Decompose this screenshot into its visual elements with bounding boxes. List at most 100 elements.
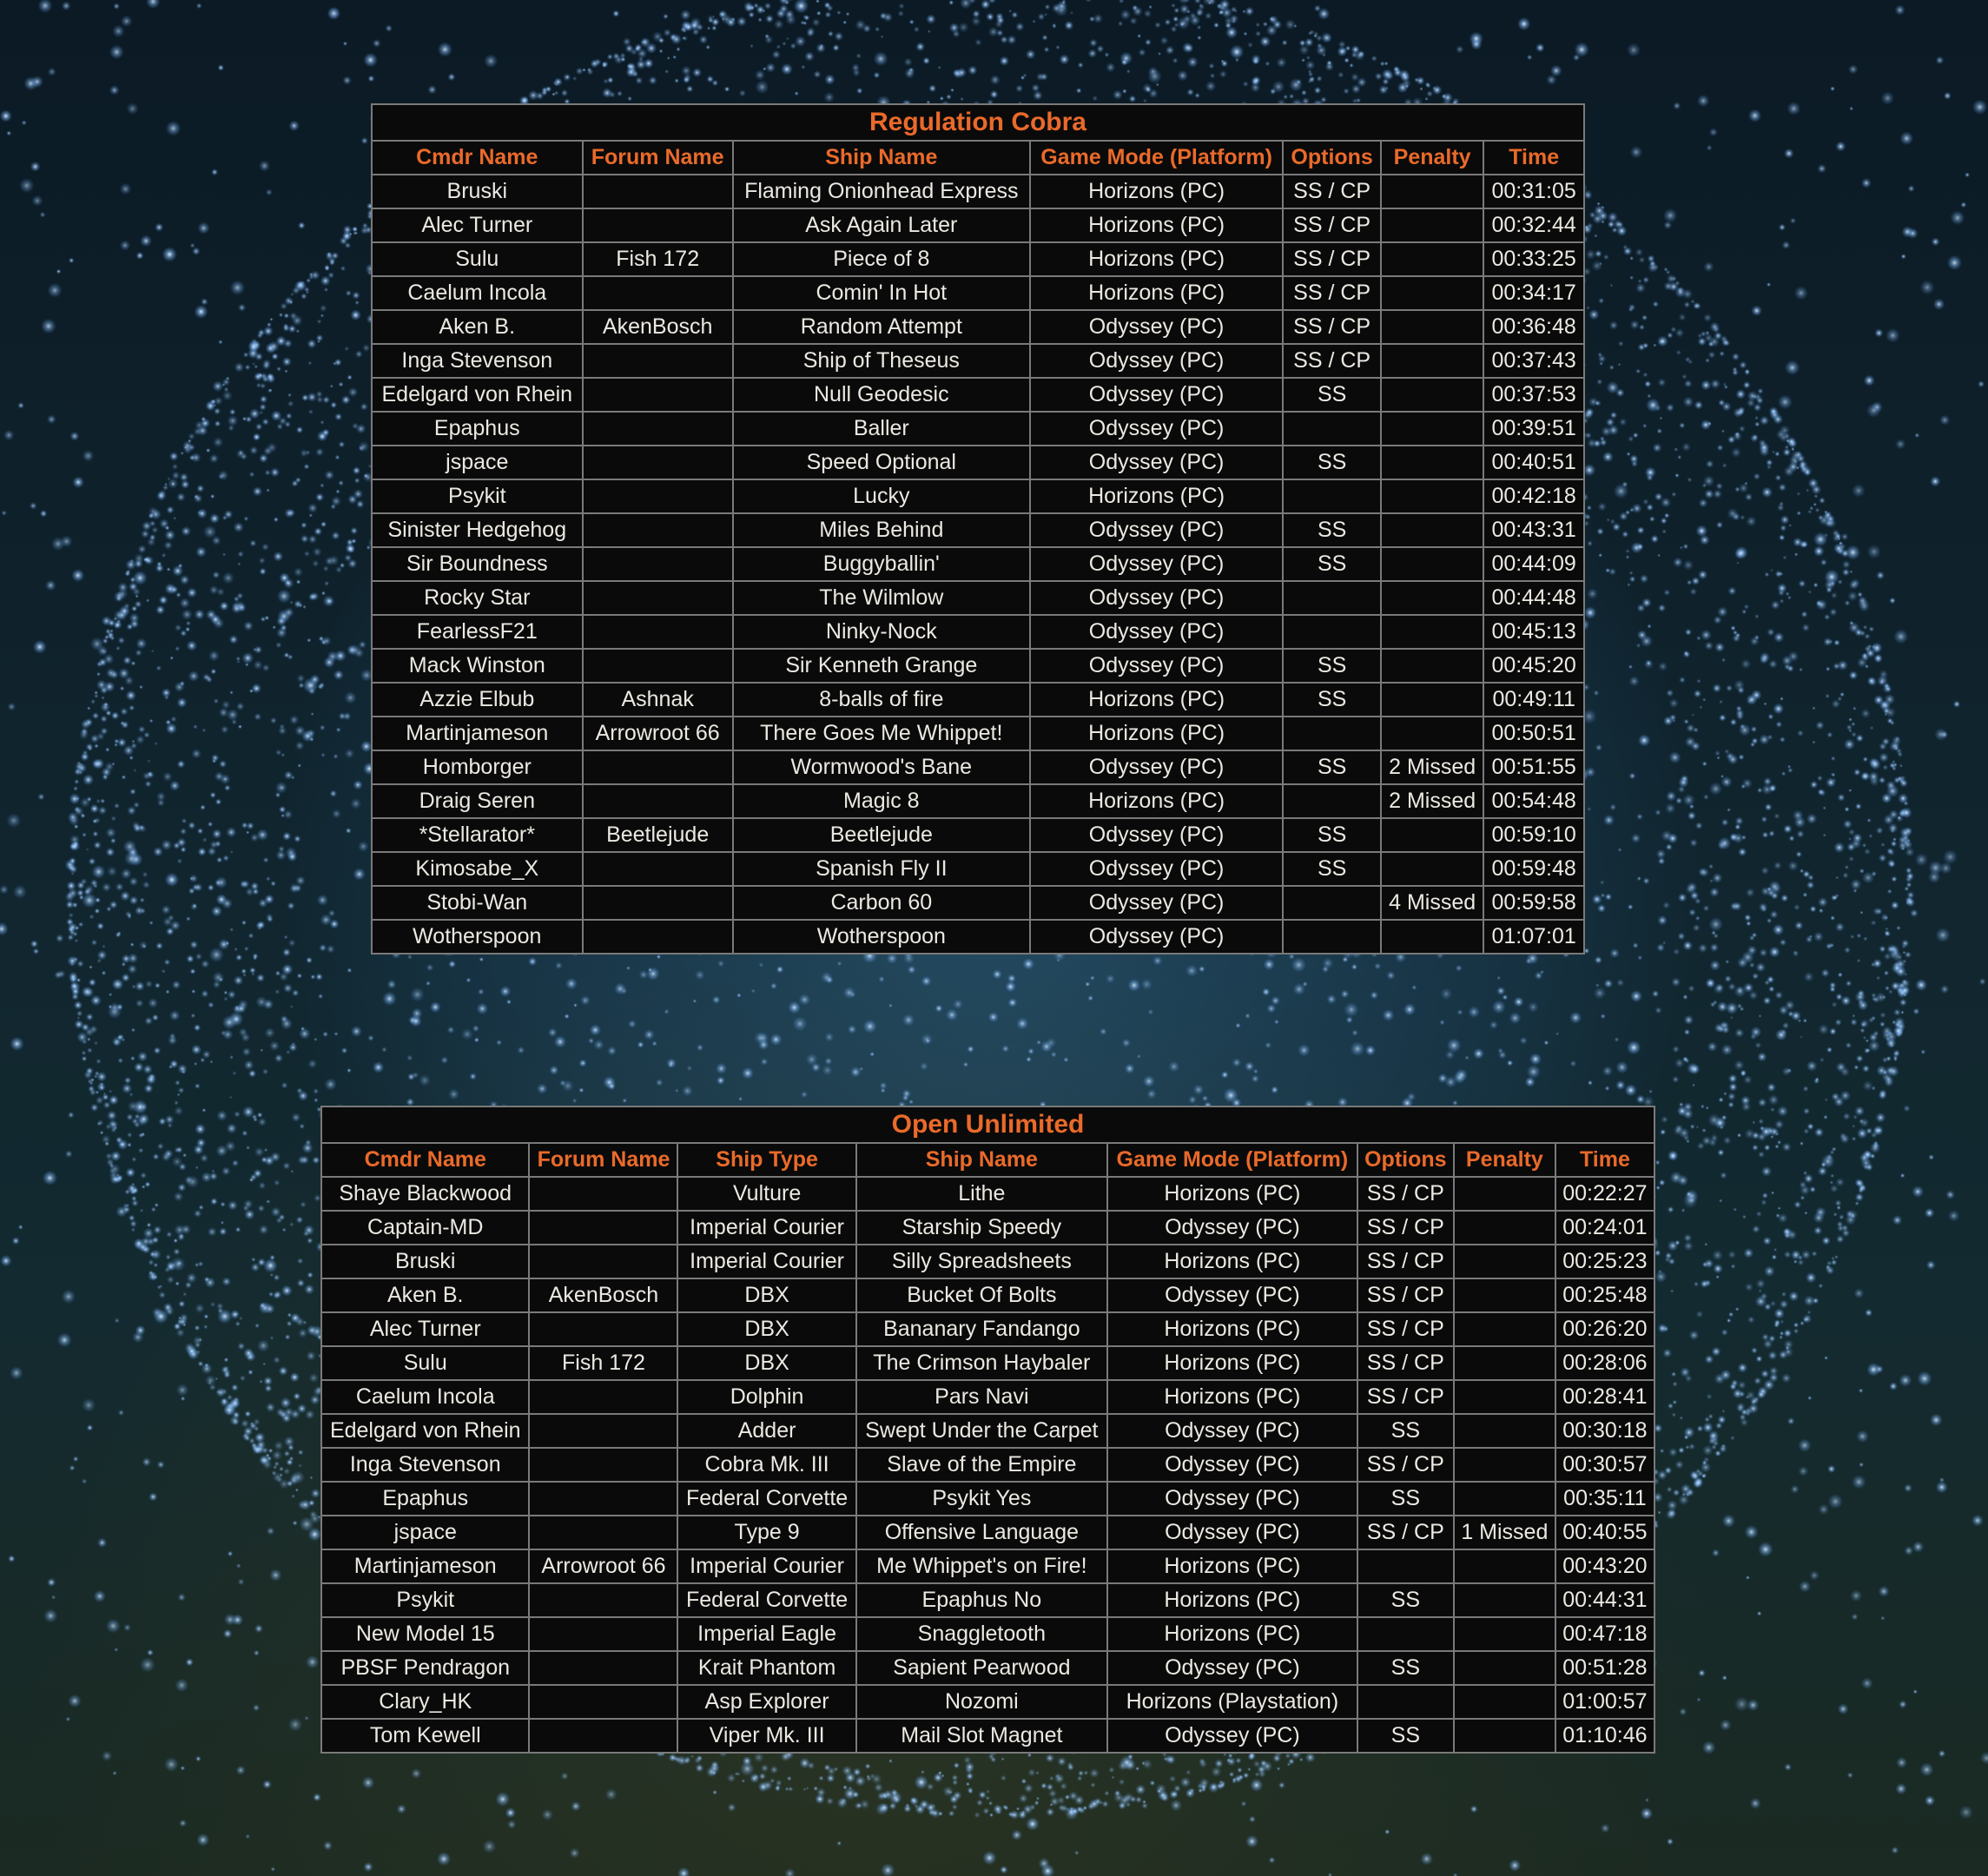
table-cell: Offensive Language	[855, 1515, 1109, 1550]
table-cell: 00:59:10	[1483, 817, 1585, 853]
table-cell: Horizons (PC)	[1028, 479, 1285, 514]
table-cell	[1356, 1549, 1455, 1584]
table-cell: 00:32:44	[1483, 208, 1585, 243]
table-cell: Mack Winston	[371, 648, 584, 684]
table-cell: Caelum Incola	[320, 1379, 531, 1415]
table-cell: 00:40:51	[1483, 445, 1585, 480]
table-cell	[581, 546, 734, 582]
table-cell: SS / CP	[1356, 1515, 1455, 1550]
table-cell: Horizons (PC)	[1106, 1582, 1358, 1618]
table-cell: Horizons (Playstation)	[1106, 1684, 1358, 1720]
table-cell: Null Geodesic	[731, 377, 1031, 413]
table-cell: Beetlejude	[731, 817, 1031, 853]
table-cell: 00:45:13	[1483, 614, 1585, 650]
table-cell: SS	[1282, 512, 1382, 548]
table-cell: SS / CP	[1282, 343, 1382, 379]
table-cell	[1452, 1616, 1556, 1652]
table-cell	[1282, 580, 1382, 616]
table-cell	[528, 1481, 679, 1516]
table-cell: SS	[1282, 648, 1382, 684]
table-cell: Type 9	[677, 1515, 857, 1550]
table-cell	[528, 1718, 679, 1754]
table-cell	[1379, 343, 1485, 379]
table-cell: New Model 15	[320, 1616, 531, 1652]
table-cell: *Stellarator*	[371, 817, 584, 853]
table-cell: Imperial Courier	[677, 1210, 857, 1245]
table-cell: Flaming Onionhead Express	[731, 174, 1031, 209]
table-cell	[528, 1413, 679, 1449]
table-cell: Beetlejude	[581, 817, 734, 853]
table-cell	[1356, 1684, 1455, 1720]
table-cell: Odyssey (PC)	[1106, 1413, 1358, 1449]
table-cell: Ask Again Later	[731, 208, 1031, 243]
table-cell: 00:49:11	[1483, 682, 1585, 717]
table-cell: 00:51:28	[1554, 1650, 1656, 1686]
table-row: Clary_HK Asp Explorer Nozomi Horizons (Play…	[320, 1684, 1656, 1720]
table-cell	[1452, 1718, 1556, 1754]
table-cell	[1452, 1684, 1556, 1720]
table-cell	[1379, 208, 1485, 243]
table-cell: Spanish Fly II	[731, 851, 1031, 887]
table-row: Mack Winston Sir Kenneth Grange Odyssey (P…	[371, 648, 1585, 684]
table-cell	[528, 1650, 679, 1686]
table-cell: Starship Speedy	[855, 1210, 1109, 1245]
table-cell: Caelum Incola	[371, 275, 584, 311]
table-cell: SS	[1282, 817, 1382, 853]
table-cell: SS	[1282, 445, 1382, 480]
table-row: Homborger Wormwood's Bane Odyssey (PC) SS 2 …	[371, 750, 1585, 785]
table-cell	[528, 1210, 679, 1245]
table-cell: jspace	[320, 1515, 531, 1550]
table-cell: Swept Under the Carpet	[855, 1413, 1109, 1449]
table-cell	[528, 1616, 679, 1652]
table-title: Open Unlimited	[320, 1106, 1655, 1144]
table-cell: SS / CP	[1356, 1345, 1455, 1381]
table-cell: 00:59:48	[1483, 851, 1585, 887]
table-cell: 00:43:31	[1483, 512, 1585, 548]
table-cell: The Crimson Haybaler	[855, 1345, 1109, 1381]
table-cell	[581, 750, 734, 785]
table-cell: DBX	[677, 1278, 857, 1313]
table-cell	[581, 411, 734, 446]
table-cell: SS / CP	[1356, 1244, 1455, 1279]
table-cell: Alec Turner	[371, 208, 584, 243]
table-cell: Piece of 8	[731, 241, 1031, 277]
table-cell: SS / CP	[1282, 208, 1382, 243]
table-cell: Horizons (PC)	[1106, 1379, 1358, 1415]
table-cell	[1282, 716, 1382, 751]
table-row: Caelum Incola Dolphin Pars Navi Horizons (P…	[320, 1379, 1656, 1415]
table-cell: Dolphin	[677, 1379, 857, 1415]
table-cell: FearlessF21	[371, 614, 584, 650]
table-cell: Sinister Hedgehog	[371, 512, 584, 548]
table-cell: SS / CP	[1282, 309, 1382, 345]
table-cell: 00:37:43	[1483, 343, 1585, 379]
table-cell	[1379, 309, 1485, 345]
table-cell: Horizons (PC)	[1028, 716, 1285, 751]
column-header: Cmdr Name	[320, 1142, 531, 1178]
table-cell: PBSF Pendragon	[320, 1650, 531, 1686]
table-cell: Arrowroot 66	[581, 716, 734, 751]
table-cell: There Goes Me Whippet!	[731, 716, 1031, 751]
table-cell: Silly Spreadsheets	[855, 1244, 1109, 1279]
table-cell: Vulture	[677, 1176, 857, 1212]
table-cell	[528, 1176, 679, 1212]
table-cell	[1379, 411, 1485, 446]
table-cell: Ninky-Nock	[731, 614, 1031, 650]
table-cell: Shaye Blackwood	[320, 1176, 531, 1212]
table-cell: Random Attempt	[731, 309, 1031, 345]
table-cell: 1 Missed	[1452, 1515, 1556, 1550]
table-cell: Wotherspoon	[371, 919, 584, 955]
table-row: Epaphus Baller Odyssey (PC) 00:39:51	[371, 411, 1585, 446]
table-cell	[1379, 479, 1485, 514]
table-cell: Odyssey (PC)	[1028, 445, 1285, 480]
table-cell: Krait Phantom	[677, 1650, 857, 1686]
table-cell: Odyssey (PC)	[1028, 919, 1285, 955]
table-row: Wotherspoon Wotherspoon Odyssey (PC) 01:07:…	[371, 919, 1585, 955]
table-cell: 00:25:48	[1554, 1278, 1656, 1313]
table-cell: Odyssey (PC)	[1028, 309, 1285, 345]
table-cell: Sir Kenneth Grange	[731, 648, 1031, 684]
table-row: jspace Speed Optional Odyssey (PC) SS 00:40:…	[371, 445, 1585, 480]
table-cell: Fish 172	[528, 1345, 679, 1381]
table-row: Inga Stevenson Cobra Mk. III Slave of the …	[320, 1447, 1656, 1483]
table-cell: Snaggletooth	[855, 1616, 1109, 1652]
table-cell: Odyssey (PC)	[1106, 1650, 1358, 1686]
